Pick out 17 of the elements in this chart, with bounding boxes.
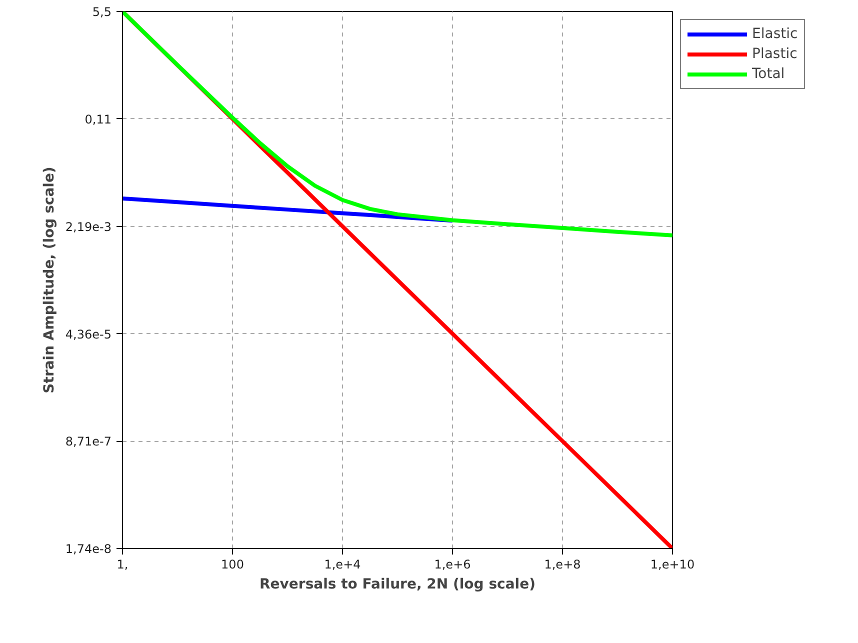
- y-tick-label: 4,36e-5: [65, 327, 112, 342]
- x-tick-label: 100: [221, 558, 244, 572]
- x-tick-label: 1,e+6: [434, 558, 471, 572]
- y-tick-label: 2,19e-3: [65, 220, 112, 234]
- x-axis-title: Reversals to Failure, 2N (log scale): [260, 576, 536, 592]
- y-tick-label: 8,71e-7: [65, 434, 112, 449]
- y-tick-label: 1,74e-8: [65, 542, 112, 556]
- y-axis-title: Strain Amplitude, (log scale): [41, 166, 58, 394]
- y-tick-label: 5,5: [92, 5, 112, 19]
- legend-label: Total: [752, 66, 785, 82]
- legend-label: Plastic: [752, 46, 798, 62]
- legend-label: Elastic: [752, 26, 798, 42]
- x-tick-label: 1,e+10: [650, 558, 695, 572]
- y-tick-label: 0,11: [84, 112, 112, 126]
- x-tick-label: 1,e+8: [544, 558, 581, 572]
- x-tick-label: 1,: [116, 558, 128, 572]
- x-tick-label: 1,e+4: [324, 558, 361, 572]
